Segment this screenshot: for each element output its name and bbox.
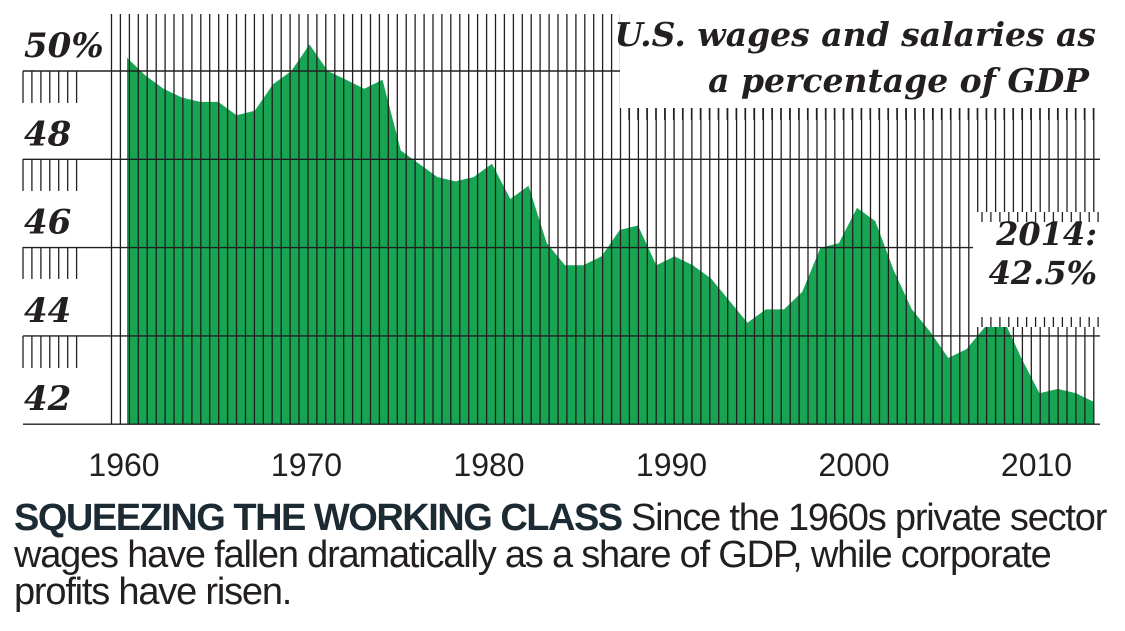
x-tick-label: 2010 bbox=[1001, 447, 1072, 483]
annotation-year: 2014: bbox=[995, 215, 1097, 253]
y-tick-label: 50% bbox=[24, 26, 104, 66]
title-line-1: U.S. wages and salaries as bbox=[614, 15, 1096, 54]
y-axis-labels: 50% 48 46 44 42 bbox=[18, 23, 104, 421]
annotation-value: 42.5% bbox=[989, 254, 1097, 292]
caption-headline: SQUEEZING THE WORKING CLASS bbox=[14, 497, 623, 539]
x-tick-label: 2000 bbox=[818, 447, 889, 483]
x-tick-label: 1990 bbox=[636, 447, 707, 483]
caption-body: Since the 1960s private sector wages hav… bbox=[14, 497, 1107, 613]
x-axis-labels: 1960 1970 1980 1990 2000 2010 bbox=[88, 447, 1072, 483]
x-tick-label: 1970 bbox=[271, 447, 342, 483]
area-chart: 50% 48 46 44 42 U.S. wages and salaries as a… bbox=[18, 0, 1125, 483]
title-line-2: a percentage of GDP bbox=[708, 61, 1090, 100]
y-tick-label: 48 bbox=[24, 114, 71, 154]
chart-caption: SQUEEZING THE WORKING CLASS Since the 19… bbox=[14, 497, 1114, 613]
x-tick-label: 1980 bbox=[453, 447, 524, 483]
chart-title: U.S. wages and salaries as a percentage … bbox=[614, 0, 1125, 120]
y-tick-label: 46 bbox=[24, 203, 71, 243]
latest-value-annotation: 2014: 42.5% bbox=[973, 212, 1125, 327]
x-tick-label: 1960 bbox=[88, 447, 159, 483]
y-tick-label: 42 bbox=[24, 379, 71, 419]
y-tick-label: 44 bbox=[24, 291, 71, 331]
